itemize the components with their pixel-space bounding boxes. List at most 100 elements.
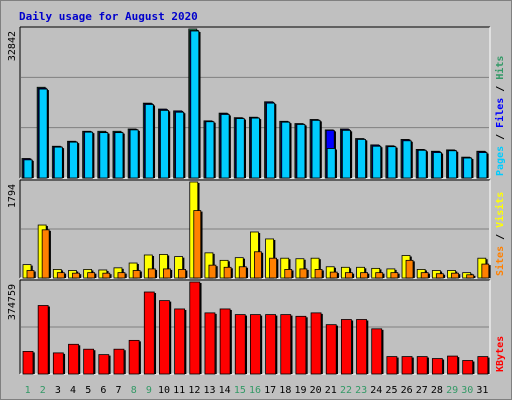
ymax-label: 32842 — [7, 31, 18, 61]
bar-kbytes — [477, 356, 490, 375]
bar-kbytes — [174, 308, 187, 375]
bar-kbytes — [52, 352, 66, 375]
bar-kbytes — [295, 315, 308, 375]
day-label: 21 — [325, 385, 337, 396]
bar-pages-body — [99, 132, 109, 179]
bar-kbytes-body — [143, 291, 155, 375]
bar-kbytes-body — [250, 314, 261, 375]
panel-pages-files-hits: 32842 Pages / Files / Hits — [7, 26, 506, 179]
legend-entry: Files — [494, 98, 506, 128]
bar-kbytes — [340, 319, 354, 375]
bar-sites-body — [466, 274, 475, 279]
bar-sites-body — [147, 268, 156, 279]
bar-pages-body — [190, 30, 200, 179]
day-labels: 1 2 3 4 5 6 7 8 9 10 11 12 13 14 15 16 17 18 19 20 21 22 23 24 2… — [25, 385, 489, 396]
day-label: 27 — [416, 385, 428, 396]
bar-sites-body — [72, 272, 80, 279]
bar-kbytes — [401, 356, 414, 375]
bar-pages — [402, 140, 413, 179]
bar-kbytes-body — [219, 308, 231, 375]
bar-sites — [375, 272, 385, 279]
bar-sites — [390, 272, 400, 279]
bar-kbytes-body — [416, 356, 428, 375]
bar-kbytes-body — [356, 319, 367, 375]
bar-sites-body — [405, 259, 414, 279]
bar-kbytes-body — [477, 356, 489, 375]
bar-sites-body — [163, 268, 171, 279]
legend-entry: / — [495, 128, 506, 146]
bar-sites-body — [41, 229, 50, 279]
bar-sites-body — [375, 272, 384, 279]
bar-sites-body — [56, 272, 65, 279]
day-label: 24 — [370, 385, 382, 396]
bar-kbytes-body — [52, 352, 64, 375]
bar-pages-body — [160, 110, 169, 179]
bar-pages — [23, 159, 34, 179]
day-label: 19 — [294, 385, 306, 396]
bar-sites-body — [344, 272, 353, 279]
bar-kbytes-body — [431, 358, 443, 375]
bar-sites-body — [451, 272, 459, 279]
bar-kbytes — [37, 305, 50, 375]
bar-kbytes — [325, 324, 338, 375]
bar-kbytes — [462, 360, 475, 375]
legend-entry: / — [495, 228, 506, 246]
bar-kbytes-body — [68, 343, 79, 375]
bar-pages-body — [281, 121, 291, 179]
bar-pages — [417, 149, 428, 179]
day-label: 7 — [116, 385, 122, 396]
bar-pages — [266, 102, 277, 179]
day-label: 6 — [100, 385, 106, 396]
bar-kbytes — [310, 312, 323, 375]
bar-pages-body — [205, 121, 215, 179]
bar-sites — [254, 251, 264, 279]
bar-sites-body — [26, 270, 35, 279]
bar-pages-body — [251, 117, 260, 179]
bar-pages — [53, 146, 65, 179]
ymax-label: 1794 — [7, 184, 18, 208]
bar-sites — [481, 263, 491, 279]
legend-bot: KBytes — [495, 336, 506, 372]
bar-pages — [205, 121, 216, 179]
day-label: 14 — [219, 385, 231, 396]
bar-kbytes — [447, 355, 460, 375]
bar-sites — [87, 272, 97, 279]
bar-kbytes-body — [174, 308, 186, 375]
bar-sites — [314, 269, 324, 279]
bar-kbytes-body — [189, 281, 201, 375]
bar-pages-body — [417, 149, 427, 179]
day-label: 28 — [431, 385, 443, 396]
bar-kbytes-body — [159, 300, 170, 375]
bar-sites — [56, 272, 67, 279]
day-label: 18 — [279, 385, 291, 396]
bar-pages — [84, 131, 95, 179]
bar-kbytes — [234, 314, 248, 375]
bar-sites — [435, 273, 446, 279]
bar-kbytes — [416, 356, 429, 375]
bar-pages-body — [311, 119, 321, 179]
bar-pages — [235, 118, 247, 179]
bar-pages — [357, 139, 368, 179]
bar-kbytes-body — [98, 354, 110, 375]
bar-kbytes-body — [310, 312, 322, 375]
bar-sites — [117, 272, 127, 279]
bar-sites — [360, 272, 370, 279]
legend-entry: Sites — [494, 246, 506, 276]
bar-sites — [284, 269, 294, 279]
bar-kbytes-body — [204, 312, 216, 375]
bar-sites — [132, 270, 142, 279]
day-label: 2 — [40, 385, 46, 396]
bar-pages-body — [114, 132, 124, 179]
bar-sites — [420, 272, 430, 279]
bar-kbytes — [371, 328, 384, 375]
day-label: 23 — [355, 385, 367, 396]
bar-kbytes — [386, 356, 399, 375]
bar-sites-body — [420, 272, 429, 279]
bar-kbytes — [250, 314, 263, 375]
day-label: 16 — [249, 385, 261, 396]
bar-kbytes-body — [113, 348, 125, 375]
bar-kbytes-body — [295, 315, 307, 375]
legend-entry: KBytes — [495, 336, 506, 372]
bar-pages — [99, 132, 110, 179]
bar-sites — [466, 274, 476, 279]
